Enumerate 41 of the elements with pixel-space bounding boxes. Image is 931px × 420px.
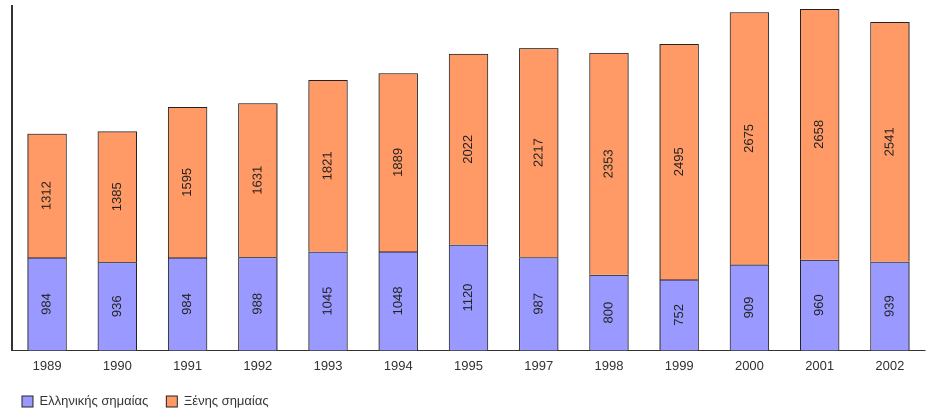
x-tick-label: 2001 — [805, 358, 834, 373]
data-label: 984 — [179, 293, 194, 315]
data-label: 1595 — [179, 168, 194, 197]
x-tick-label: 1999 — [664, 358, 694, 373]
x-tick-label: 1994 — [384, 358, 413, 373]
legend-label: Ελληνικής σημαίας — [40, 393, 148, 408]
x-tick-label: 1995 — [454, 358, 483, 373]
x-tick-label: 1989 — [32, 358, 62, 373]
data-label: 2217 — [530, 138, 546, 168]
data-label: 1821 — [320, 151, 335, 180]
x-tick-label: 1993 — [314, 358, 342, 373]
legend-label: Ξένης σημαίας — [184, 393, 269, 408]
data-label: 2675 — [741, 124, 756, 153]
data-label: 1631 — [249, 166, 264, 195]
data-label: 1889 — [390, 148, 405, 177]
data-label: 939 — [881, 295, 896, 317]
data-label: 909 — [741, 296, 756, 318]
data-label: 987 — [530, 292, 546, 315]
x-tick-label: 1998 — [594, 358, 624, 373]
data-label: 1312 — [38, 181, 54, 210]
data-label: 1045 — [320, 286, 335, 316]
data-label: 2541 — [881, 127, 896, 156]
x-tick-label: 1997 — [524, 358, 554, 373]
data-label: 2658 — [811, 120, 826, 149]
data-label: 1048 — [390, 286, 405, 316]
data-label: 800 — [600, 302, 616, 324]
data-label: 2353 — [600, 149, 616, 178]
x-tick-label: 1992 — [243, 358, 272, 373]
data-label: 988 — [249, 292, 264, 315]
data-label: 1120 — [460, 284, 476, 312]
data-label: 2022 — [460, 134, 476, 164]
x-tick-label: 2002 — [875, 358, 904, 373]
data-label: 936 — [108, 295, 124, 318]
x-tick-label: 2000 — [734, 358, 764, 373]
x-tick-label: 1990 — [102, 358, 132, 373]
data-label: 1385 — [108, 182, 124, 212]
x-tick-label: 1991 — [173, 358, 202, 373]
data-label: 984 — [38, 293, 54, 315]
data-label: 752 — [670, 304, 686, 326]
data-label: 960 — [811, 294, 826, 316]
data-label: 2495 — [670, 147, 686, 176]
